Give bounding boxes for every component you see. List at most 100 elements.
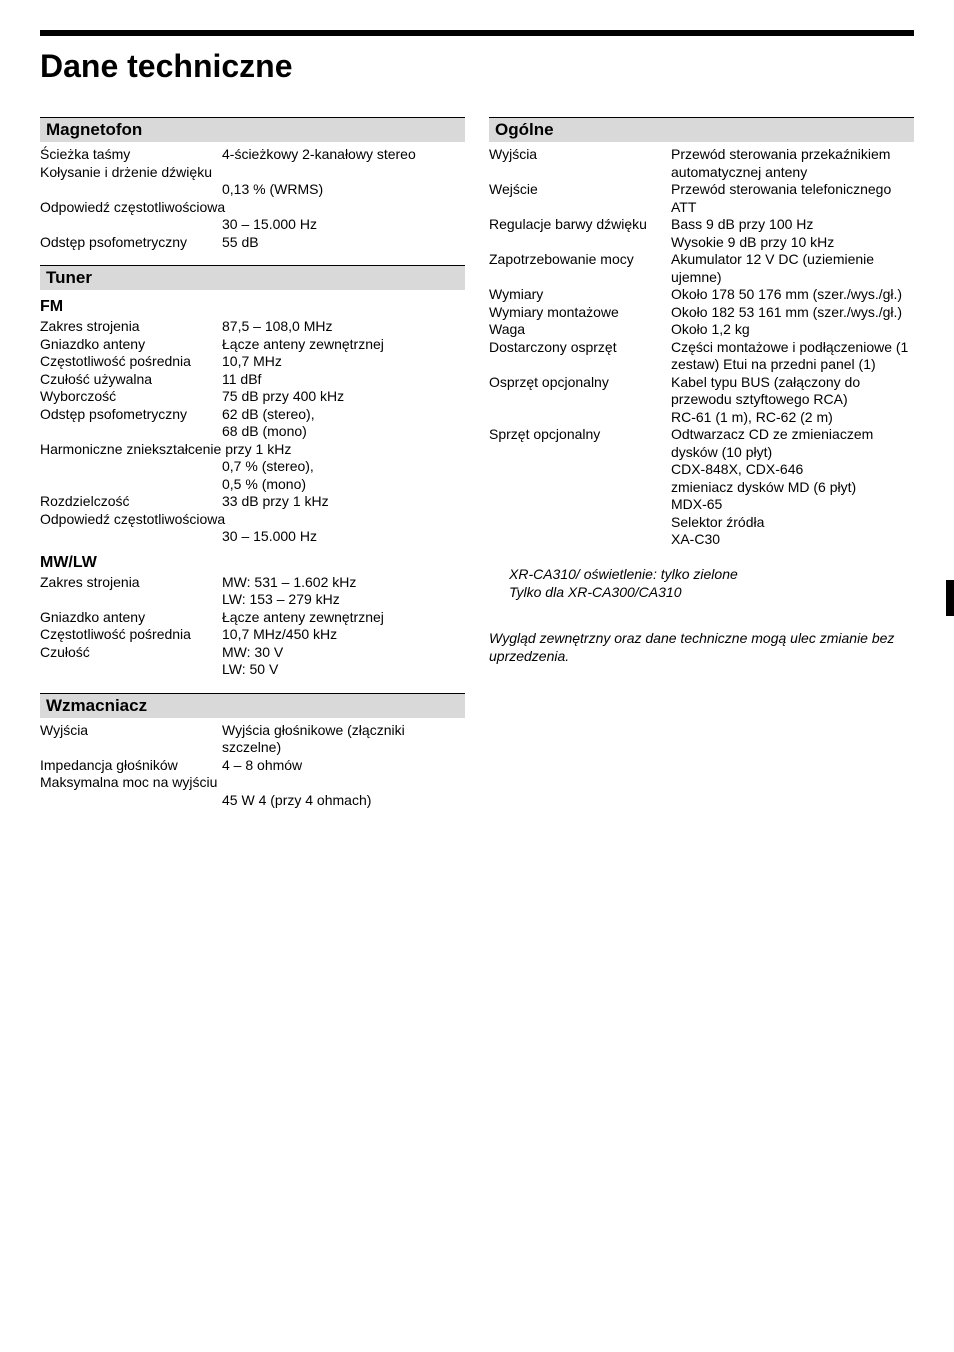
- spec-label: Czułość używalna: [40, 371, 222, 389]
- top-rule: [40, 30, 914, 36]
- spec-label: Impedancja głośników: [40, 757, 222, 775]
- spec-value: 55 dB: [222, 234, 465, 252]
- spec-value: LW: 50 V: [222, 661, 465, 679]
- spec-label: Wyjścia: [40, 722, 222, 757]
- fm-table: Zakres strojenia87,5 – 108,0 MHzGniazdko…: [40, 318, 465, 546]
- page-title: Dane techniczne: [40, 48, 914, 85]
- spec-row: 0,5 % (mono): [40, 476, 465, 494]
- spec-value: Części montażowe i podłączeniowe (1 zest…: [671, 339, 914, 374]
- spec-label: Wymiary: [489, 286, 671, 304]
- spec-label: [489, 234, 671, 252]
- spec-row: Odstęp psofometryczny62 dB (stereo),: [40, 406, 465, 424]
- spec-value: Łącze anteny zewnętrznej: [222, 336, 465, 354]
- spec-label: Zapotrzebowanie mocy: [489, 251, 671, 286]
- spec-row: Maksymalna moc na wyjściu: [40, 774, 465, 792]
- spec-value: 30 – 15.000 Hz: [222, 528, 465, 546]
- spec-value: 0,7 % (stereo),: [222, 458, 465, 476]
- spec-label: [40, 792, 222, 810]
- spec-label: Wymiary montażowe: [489, 304, 671, 322]
- spec-label: Wyjścia: [489, 146, 671, 181]
- spec-value: 87,5 – 108,0 MHz: [222, 318, 465, 336]
- spec-row: Osprzęt opcjonalnyKabel typu BUS (załącz…: [489, 374, 914, 427]
- spec-label: Wejście: [489, 181, 671, 216]
- mwlw-table: Zakres strojeniaMW: 531 – 1.602 kHzLW: 1…: [40, 574, 465, 679]
- spec-label: Częstotliwość pośrednia: [40, 626, 222, 644]
- spec-row: 0,7 % (stereo),: [40, 458, 465, 476]
- spec-label: Ścieżka taśmy: [40, 146, 222, 164]
- spec-row: LW: 50 V: [40, 661, 465, 679]
- spec-label: Dostarczony osprzęt: [489, 339, 671, 374]
- spec-value: Około 1,2 kg: [671, 321, 914, 339]
- spec-value: Wysokie 9 dB przy 10 kHz: [671, 234, 914, 252]
- spec-value: 75 dB przy 400 kHz: [222, 388, 465, 406]
- spec-label: Częstotliwość pośrednia: [40, 353, 222, 371]
- spec-row: Częstotliwość pośrednia10,7 MHz: [40, 353, 465, 371]
- spec-label: Osprzęt opcjonalny: [489, 374, 671, 427]
- spec-value: 4 – 8 ohmów: [222, 757, 465, 775]
- spec-row: Zapotrzebowanie mocyAkumulator 12 V DC (…: [489, 251, 914, 286]
- spec-label: [40, 591, 222, 609]
- spec-row: Odpowiedź częstotliwościowa: [40, 199, 465, 217]
- spec-value: Bass 9 dB przy 100 Hz: [671, 216, 914, 234]
- spec-row: CzułośćMW: 30 V: [40, 644, 465, 662]
- spec-label: Gniazdko anteny: [40, 336, 222, 354]
- sub-mwlw: MW/LW: [40, 554, 465, 572]
- left-column: Magnetofon Ścieżka taśmy4-ścieżkowy 2-ka…: [40, 103, 465, 809]
- spec-row: Regulacje barwy dźwiękuBass 9 dB przy 10…: [489, 216, 914, 234]
- spec-label: Odstęp psofometryczny: [40, 406, 222, 424]
- spec-label: Maksymalna moc na wyjściu: [40, 774, 465, 792]
- spec-value: Łącze anteny zewnętrznej: [222, 609, 465, 627]
- spec-row: Sprzęt opcjonalnyOdtwarzacz CD ze zmieni…: [489, 426, 914, 549]
- spec-value: 0,13 % (WRMS): [222, 181, 465, 199]
- spec-label: Czułość: [40, 644, 222, 662]
- spec-label: [40, 423, 222, 441]
- spec-row: 30 – 15.000 Hz: [40, 528, 465, 546]
- spec-row: Czułość używalna11 dBf: [40, 371, 465, 389]
- spec-label: [40, 476, 222, 494]
- spec-row: LW: 153 – 279 kHz: [40, 591, 465, 609]
- note-disclaimer: Wygląd zewnętrzny oraz dane techniczne m…: [489, 629, 914, 665]
- spec-row: 30 – 15.000 Hz: [40, 216, 465, 234]
- section-magnetofon: Magnetofon: [40, 117, 465, 142]
- spec-row: Gniazdko antenyŁącze anteny zewnętrznej: [40, 336, 465, 354]
- spec-label: Harmoniczne zniekształcenie przy 1 kHz: [40, 441, 465, 459]
- spec-value: Kabel typu BUS (załączony do przewodu sz…: [671, 374, 914, 427]
- spec-row: WyjściaWyjścia głośnikowe (złączniki szc…: [40, 722, 465, 757]
- spec-label: Waga: [489, 321, 671, 339]
- spec-label: Rozdzielczość: [40, 493, 222, 511]
- spec-row: Wysokie 9 dB przy 10 kHz: [489, 234, 914, 252]
- right-column: Ogólne WyjściaPrzewód sterowania przekaź…: [489, 103, 914, 809]
- spec-value: 30 – 15.000 Hz: [222, 216, 465, 234]
- spec-label: [40, 181, 222, 199]
- spec-row: Harmoniczne zniekształcenie przy 1 kHz: [40, 441, 465, 459]
- spec-value: MW: 30 V: [222, 644, 465, 662]
- spec-row: 68 dB (mono): [40, 423, 465, 441]
- spec-value: Wyjścia głośnikowe (złączniki szczelne): [222, 722, 465, 757]
- spec-value: LW: 153 – 279 kHz: [222, 591, 465, 609]
- spec-row: Częstotliwość pośrednia10,7 MHz/450 kHz: [40, 626, 465, 644]
- spec-label: Odstęp psofometryczny: [40, 234, 222, 252]
- sub-fm: FM: [40, 298, 465, 316]
- spec-row: Dostarczony osprzętCzęści montażowe i po…: [489, 339, 914, 374]
- spec-label: Odpowiedź częstotliwościowa: [40, 199, 465, 217]
- spec-label: Wyborczość: [40, 388, 222, 406]
- spec-label: [40, 528, 222, 546]
- spec-label: [40, 216, 222, 234]
- spec-row: Zakres strojeniaMW: 531 – 1.602 kHz: [40, 574, 465, 592]
- spec-row: Kołysanie i drżenie dźwięku: [40, 164, 465, 182]
- spec-value: 33 dB przy 1 kHz: [222, 493, 465, 511]
- ogolne-table: WyjściaPrzewód sterowania przekaźnikiem …: [489, 146, 914, 549]
- spec-value: 4-ścieżkowy 2-kanałowy stereo: [222, 146, 465, 164]
- side-tab: [946, 580, 954, 616]
- spec-value: MW: 531 – 1.602 kHz: [222, 574, 465, 592]
- spec-value: Około 178 50 176 mm (szer./wys./gł.): [671, 286, 914, 304]
- magnetofon-table: Ścieżka taśmy4-ścieżkowy 2-kanałowy ster…: [40, 146, 465, 251]
- spec-row: 45 W 4 (przy 4 ohmach): [40, 792, 465, 810]
- spec-row: Odpowiedź częstotliwościowa: [40, 511, 465, 529]
- spec-row: WyjściaPrzewód sterowania przekaźnikiem …: [489, 146, 914, 181]
- spec-label: Sprzęt opcjonalny: [489, 426, 671, 549]
- spec-value: Przewód sterowania telefonicznego ATT: [671, 181, 914, 216]
- spec-row: WagaOkoło 1,2 kg: [489, 321, 914, 339]
- spec-value: Około 182 53 161 mm (szer./wys./gł.): [671, 304, 914, 322]
- columns: Magnetofon Ścieżka taśmy4-ścieżkowy 2-ka…: [40, 103, 914, 809]
